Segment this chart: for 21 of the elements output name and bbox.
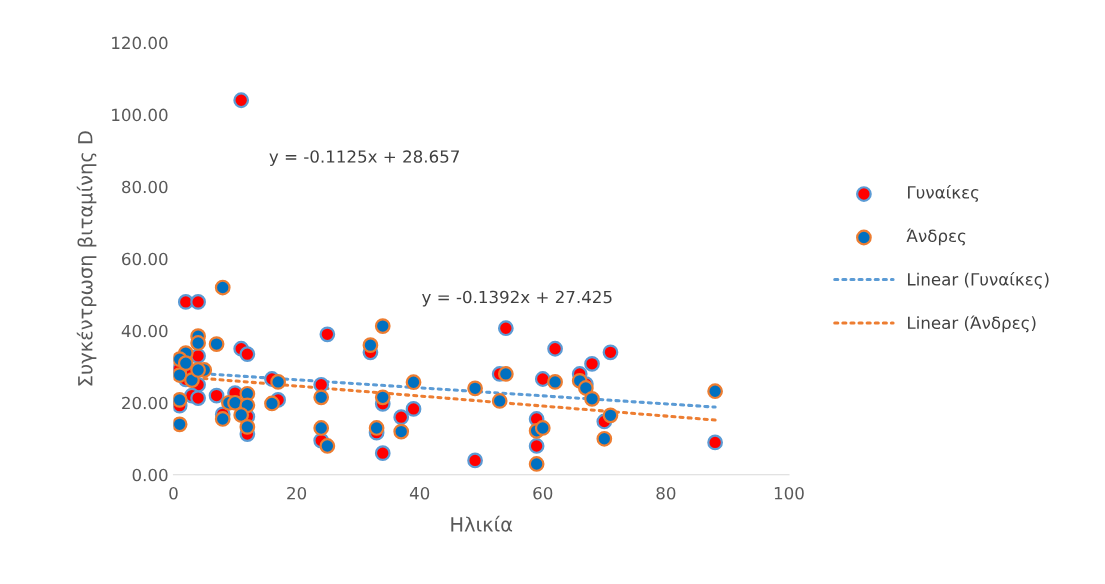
y-tick-label: 0.00 <box>132 468 168 482</box>
y-tick-label: 100.00 <box>112 108 168 122</box>
legend-label: Άνδρες <box>906 228 966 246</box>
y-tick-label: 120.00 <box>112 36 168 50</box>
y-tick-label: 40.00 <box>121 324 168 338</box>
legend-label: Linear (Γυναίκες) <box>908 272 1049 289</box>
x-tick-label: 100 <box>774 486 804 500</box>
x-tick-label: 80 <box>656 486 676 500</box>
x-tick-label: 0 <box>169 486 178 500</box>
x-tick-label: 40 <box>409 486 430 500</box>
legend-label: Γυναίκες <box>908 185 979 202</box>
y-tick-label: 80.00 <box>122 180 168 194</box>
x-tick-label: 20 <box>287 486 307 500</box>
y-axis-title: Συγκέντρωση βιταμίνης D <box>76 131 97 386</box>
legend-label: Linear (Άνδρες) <box>908 315 1036 333</box>
annotation: y = -0.1125x + 28.657 <box>269 150 459 167</box>
y-tick-label: 20.00 <box>122 396 168 410</box>
annotation: y = -0.1392x + 27.425 <box>422 290 612 307</box>
x-tick-label: 60 <box>533 486 553 500</box>
x-axis-title: Ηλικία <box>451 515 513 532</box>
y-tick-label: 60.00 <box>122 252 168 266</box>
